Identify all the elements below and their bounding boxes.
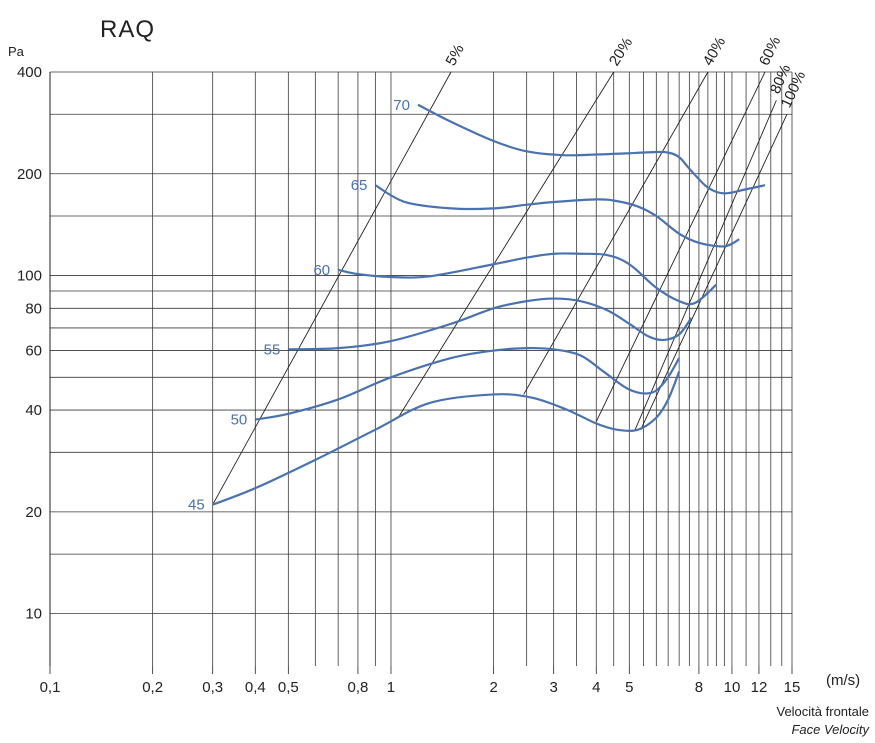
y-tick-label: 20 [25,504,42,521]
y-tick-label: 400 [17,64,42,81]
x-tick-label: 4 [592,679,600,696]
x-tick-label: 3 [549,679,557,696]
x-axis-unit: (m/s) [826,672,861,689]
efficiency-line [523,71,709,395]
y-tick-label: 100 [17,268,42,285]
x-tick-label: 5 [625,679,633,696]
x-tick-label: 8 [695,679,703,696]
x-tick-label: 0,4 [245,679,266,696]
y-tick-label: 10 [25,606,42,623]
series-label-65: 65 [351,177,368,194]
y-tick-label: 60 [25,343,42,360]
series-label-70: 70 [393,97,410,114]
efficiency-line [634,100,777,430]
efficiency-line [640,114,788,430]
x-tick-label: 2 [489,679,497,696]
series-line-60 [337,252,718,306]
series-label-45: 45 [188,497,205,514]
y-tick-label: 40 [25,402,42,419]
x-tick-label: 0,3 [202,679,223,696]
x-tick-label: 0,1 [40,679,61,696]
efficiency-line [595,71,766,422]
x-axis-caption: Velocità frontale [776,704,869,719]
series-line-55 [288,297,693,351]
chart-title: RAQ [100,16,156,43]
efficiency-label: 5% [443,41,468,68]
series-line-65 [374,184,740,248]
x-axis-caption-en: Face Velocity [791,722,869,737]
x-tick-label: 0,2 [142,679,163,696]
series-line-50 [255,346,681,421]
series-label-55: 55 [264,341,281,358]
x-tick-label: 15 [784,679,801,696]
efficiency-line [397,71,615,418]
y-tick-label: 200 [17,166,42,183]
efficiency-label: 20% [606,35,636,69]
y-tick-label: 80 [25,300,42,317]
x-tick-label: 0,5 [278,679,299,696]
series-label-60: 60 [313,262,330,279]
x-tick-label: 0,8 [348,679,369,696]
x-tick-label: 10 [724,679,741,696]
x-tick-label: 12 [751,679,768,696]
x-tick-label: 1 [387,679,395,696]
series-label-50: 50 [231,412,248,429]
series-line-45 [212,371,681,506]
y-axis-unit: Pa [8,44,24,59]
series-line-70 [417,103,766,195]
efficiency-label: 40% [700,34,730,69]
efficiency-line [212,71,452,505]
